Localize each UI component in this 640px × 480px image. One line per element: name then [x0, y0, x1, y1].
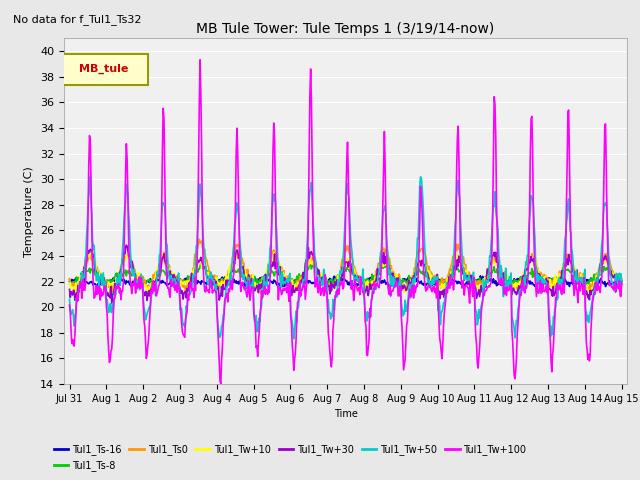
Tul1_Tw+50	[133, 277, 141, 283]
Tul1_Tw+50	[414, 236, 422, 242]
Tul1_Ts-8	[197, 261, 205, 267]
Line: Tul1_Ts-8: Tul1_Ts-8	[70, 264, 621, 287]
Tul1_Tw+10	[189, 271, 197, 276]
Tul1_Tw+30	[220, 282, 227, 288]
Tul1_Tw+10	[584, 291, 592, 297]
Tul1_Tw+50	[431, 280, 438, 286]
Tul1_Tw+50	[76, 280, 83, 286]
Tul1_Ts-16	[429, 280, 437, 286]
Line: Tul1_Tw+10: Tul1_Tw+10	[70, 252, 621, 294]
Tul1_Ts-8	[220, 278, 227, 284]
Tul1_Tw+10	[76, 276, 83, 281]
Tul1_Tw+100	[414, 272, 422, 278]
Tul1_Ts-8	[76, 277, 83, 283]
Tul1_Ts-8	[66, 277, 74, 283]
Text: MB_tule: MB_tule	[79, 64, 128, 74]
Tul1_Tw+30	[431, 277, 438, 283]
Tul1_Tw+10	[66, 282, 74, 288]
Tul1_Tw+10	[618, 275, 625, 281]
Tul1_Ts-16	[477, 273, 484, 279]
Tul1_Tw+50	[618, 277, 625, 283]
Tul1_Tw+100	[196, 57, 204, 63]
Line: Tul1_Ts0: Tul1_Ts0	[70, 239, 621, 294]
Tul1_Ts0	[414, 250, 422, 255]
Line: Tul1_Tw+30: Tul1_Tw+30	[70, 245, 621, 303]
Tul1_Ts-8	[189, 273, 196, 278]
Tul1_Ts-8	[132, 274, 140, 280]
Tul1_Tw+30	[190, 274, 198, 280]
Tul1_Tw+30	[122, 242, 130, 248]
Tul1_Tw+30	[108, 300, 116, 306]
Tul1_Tw+100	[220, 323, 227, 328]
Text: No data for f_Tul1_Ts32: No data for f_Tul1_Ts32	[13, 14, 141, 25]
Tul1_Ts0	[133, 276, 141, 281]
Tul1_Ts0	[76, 277, 83, 283]
Tul1_Tw+10	[429, 277, 437, 283]
Tul1_Ts-16	[618, 278, 625, 284]
Tul1_Tw+100	[217, 381, 225, 386]
Tul1_Tw+100	[76, 285, 83, 291]
Tul1_Tw+30	[134, 280, 141, 286]
Tul1_Tw+50	[290, 336, 298, 342]
Tul1_Ts0	[106, 291, 114, 297]
Tul1_Tw+10	[218, 280, 226, 286]
Tul1_Ts0	[66, 276, 74, 281]
Tul1_Tw+50	[189, 272, 197, 277]
Tul1_Ts-16	[189, 279, 196, 285]
Tul1_Ts0	[189, 265, 197, 271]
Tul1_Ts-16	[132, 281, 140, 287]
Line: Tul1_Ts-16: Tul1_Ts-16	[70, 276, 621, 288]
Line: Tul1_Tw+50: Tul1_Tw+50	[70, 177, 621, 339]
Tul1_Tw+10	[133, 276, 141, 282]
Tul1_Ts-16	[413, 278, 421, 284]
Tul1_Tw+10	[413, 266, 421, 272]
Tul1_Ts-8	[414, 269, 422, 275]
X-axis label: Time: Time	[333, 409, 358, 419]
Legend: Tul1_Ts-16, Tul1_Ts-8, Tul1_Ts0, Tul1_Tw+10, Tul1_Tw+30, Tul1_Tw+50, Tul1_Tw+100: Tul1_Ts-16, Tul1_Ts-8, Tul1_Ts0, Tul1_Tw…	[50, 441, 531, 475]
Title: MB Tule Tower: Tule Temps 1 (3/19/14-now): MB Tule Tower: Tule Temps 1 (3/19/14-now…	[196, 22, 495, 36]
Tul1_Ts0	[195, 236, 203, 242]
Tul1_Ts-16	[218, 275, 225, 281]
Tul1_Ts-16	[76, 276, 83, 282]
Tul1_Tw+100	[66, 302, 74, 308]
Tul1_Tw+100	[431, 283, 438, 289]
Tul1_Ts0	[431, 275, 438, 280]
Tul1_Tw+50	[218, 322, 226, 327]
Tul1_Tw+30	[414, 260, 422, 266]
Tul1_Tw+30	[66, 287, 74, 292]
Tul1_Tw+50	[66, 297, 74, 302]
Tul1_Tw+30	[76, 283, 83, 288]
Tul1_Tw+100	[132, 281, 140, 287]
Tul1_Ts-8	[431, 276, 438, 282]
Line: Tul1_Tw+100: Tul1_Tw+100	[70, 60, 621, 384]
Tul1_Tw+100	[618, 280, 625, 286]
Tul1_Tw+10	[86, 249, 94, 254]
FancyBboxPatch shape	[58, 54, 148, 85]
Tul1_Tw+50	[86, 174, 94, 180]
Tul1_Ts-8	[214, 284, 222, 289]
Tul1_Ts0	[618, 278, 625, 284]
Tul1_Ts-16	[66, 279, 74, 285]
Tul1_Ts0	[220, 279, 227, 285]
Tul1_Ts-8	[618, 277, 625, 283]
Tul1_Tw+30	[618, 281, 625, 287]
Tul1_Tw+100	[189, 287, 196, 293]
Tul1_Ts-16	[385, 285, 393, 290]
Y-axis label: Temperature (C): Temperature (C)	[24, 166, 35, 257]
